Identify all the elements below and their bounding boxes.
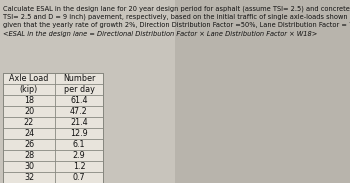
Text: Number: Number — [63, 74, 95, 83]
Text: 6.1: 6.1 — [73, 140, 85, 149]
Text: <ESAL in the design lane = Directional Distribution Factor × Lane Distribution F: <ESAL in the design lane = Directional D… — [3, 31, 317, 37]
Text: 47.2: 47.2 — [70, 107, 88, 116]
Text: 61.4: 61.4 — [70, 96, 88, 105]
Text: 32: 32 — [24, 173, 34, 182]
Text: 20: 20 — [24, 107, 34, 116]
Text: 18: 18 — [24, 96, 34, 105]
Text: Axle Load: Axle Load — [9, 74, 49, 83]
Text: 1.2: 1.2 — [73, 162, 85, 171]
Bar — [3, 73, 103, 183]
Text: 22: 22 — [24, 118, 34, 127]
Bar — [175, 0, 350, 183]
Text: Calculate ESAL in the design lane for 20 year design period for asphalt (assume : Calculate ESAL in the design lane for 20… — [3, 5, 350, 12]
Text: 21.4: 21.4 — [70, 118, 88, 127]
Text: given that the yearly rate of growth 2%, Direction Distribution Factor =50%, Lan: given that the yearly rate of growth 2%,… — [3, 22, 350, 28]
Text: per day: per day — [64, 85, 94, 94]
Text: 2.9: 2.9 — [73, 151, 85, 160]
Text: 0.7: 0.7 — [73, 173, 85, 182]
Text: (kip): (kip) — [20, 85, 38, 94]
Text: 28: 28 — [24, 151, 34, 160]
Text: 30: 30 — [24, 162, 34, 171]
Text: 26: 26 — [24, 140, 34, 149]
Text: 24: 24 — [24, 129, 34, 138]
Text: TSI= 2.5 and D = 9 inch) pavement, respectively, based on the initial traffic of: TSI= 2.5 and D = 9 inch) pavement, respe… — [3, 14, 350, 20]
Text: 12.9: 12.9 — [70, 129, 88, 138]
